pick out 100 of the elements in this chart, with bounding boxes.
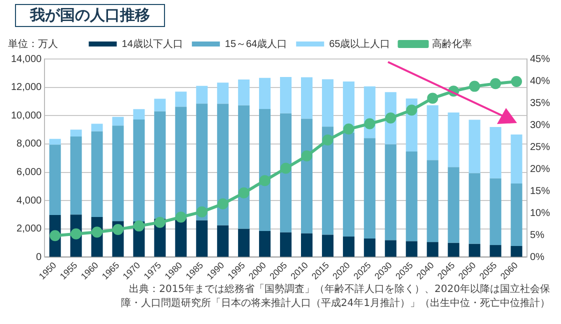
bar [280,113,292,232]
bar [175,106,187,218]
point [301,150,312,162]
y2-tick-label: 0% [530,252,545,263]
y2-tick-label: 15% [530,186,550,197]
bar [300,118,313,234]
bar [322,126,334,235]
legend-label: 15～64歳人口 [224,38,288,50]
y2-tick-label: 35% [530,98,550,109]
point [175,212,186,223]
point [112,224,124,235]
point [259,175,270,186]
bar [112,126,124,222]
y-tick-label: 6,000 [16,167,42,178]
bar [406,151,418,242]
bar [384,240,396,257]
point [196,206,208,218]
bar [322,79,334,127]
bar [259,108,271,232]
bar [217,225,229,257]
bar [448,112,460,168]
bar [342,236,354,257]
point [343,124,354,135]
bar [510,246,522,257]
bar [70,130,82,136]
bar [426,160,438,242]
point [469,80,480,92]
bar [217,104,229,226]
bar [259,231,271,257]
y-axis-title: 単位：万人 [8,38,58,51]
bar [468,173,480,244]
source-note: 出典：2015年までは総務省「国勢調査」（年齢不詳人口を除く）、2020年以降は国立社会保障・人口問題研究所「日本の将来推計人口（平成24年1月推計）」（出生中位・死亡中位推計） [120,283,550,311]
bar [112,116,124,126]
bar [91,124,103,132]
bar [49,138,61,145]
y2-tick-label: 25% [530,142,550,153]
bar [154,111,166,219]
y2-tick-label: 30% [530,120,550,131]
bar [175,218,187,257]
y2-tick-label: 20% [530,164,550,175]
bar [91,131,103,217]
y-tick-label: 12,000 [10,82,42,94]
bar [300,233,313,257]
bar [406,241,418,257]
bar [490,178,502,246]
bar [259,78,271,109]
legend-label: 65歳以上人口 [329,38,390,50]
y-tick-label: 0 [36,252,42,263]
bar [490,126,502,178]
legend-label: 14歳以下人口 [122,38,183,50]
bar [300,77,313,119]
y-tick-label: 2,000 [16,224,42,235]
bar [510,183,522,246]
bar [426,105,438,160]
point [322,134,334,146]
point [364,118,376,130]
bar [322,234,334,257]
bar [238,105,250,229]
bar [217,82,229,104]
bar [280,76,292,114]
point [490,78,502,90]
bar [196,220,208,257]
chart-title: 我が国の人口推移 [15,4,165,27]
bar [175,92,187,107]
point [427,92,438,104]
legend-label: 高齢化率 [432,38,472,50]
y-tick-label: 14,000 [10,54,42,65]
bar [196,86,208,104]
point [406,104,418,116]
bar [342,132,354,237]
bar [133,109,145,120]
bar [448,242,460,257]
bar [448,167,460,243]
point [133,220,144,232]
point [385,112,396,124]
bar [364,238,376,257]
y-tick-label: 4,000 [16,195,42,206]
bar [133,119,145,222]
bar [510,134,522,184]
y2-tick-label: 45% [530,54,550,65]
bar [364,138,376,239]
bar [468,244,480,257]
y2-tick-label: 10% [530,208,550,219]
bar [154,98,166,112]
bar [49,144,61,216]
y2-tick-label: 40% [530,76,550,87]
bar [70,136,82,215]
y-tick-label: 8,000 [16,138,42,150]
bar [490,245,502,257]
point [217,198,228,210]
bar [384,144,396,240]
y2-tick-label: 5% [530,230,545,241]
bar [280,232,292,257]
point [280,162,292,174]
point [511,76,522,87]
bar [196,104,208,220]
bar [468,120,480,174]
bar [426,242,438,257]
y-tick-label: 10,000 [10,110,42,122]
point [154,216,166,228]
